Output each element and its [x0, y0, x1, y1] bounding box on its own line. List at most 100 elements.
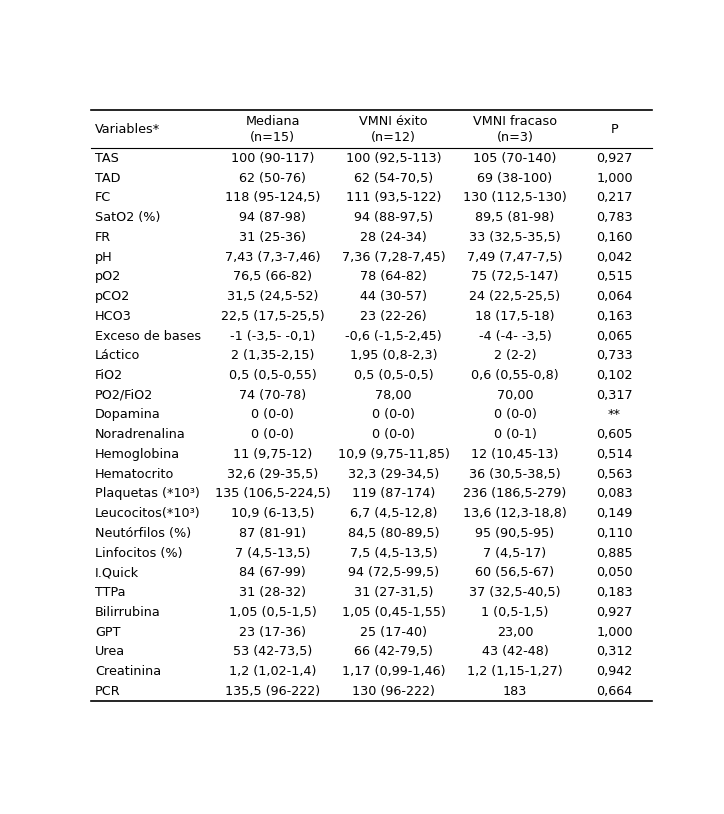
Text: Mediana
(n=15): Mediana (n=15) [245, 115, 300, 143]
Text: 0 (0-0): 0 (0-0) [494, 409, 536, 422]
Text: Creatinina: Creatinina [95, 665, 161, 678]
Text: 0,942: 0,942 [597, 665, 633, 678]
Text: 111 (93,5-122): 111 (93,5-122) [346, 191, 441, 204]
Text: SatO2 (%): SatO2 (%) [95, 211, 160, 224]
Text: 33 (32,5-35,5): 33 (32,5-35,5) [469, 231, 561, 244]
Text: 7,36 (7,28-7,45): 7,36 (7,28-7,45) [342, 251, 445, 264]
Text: P: P [610, 123, 618, 135]
Text: 7,43 (7,3-7,46): 7,43 (7,3-7,46) [225, 251, 321, 264]
Text: 1,2 (1,02-1,4): 1,2 (1,02-1,4) [230, 665, 316, 678]
Text: TAS: TAS [95, 152, 119, 164]
Text: 119 (87-174): 119 (87-174) [352, 488, 435, 501]
Text: 0,183: 0,183 [597, 586, 633, 599]
Text: 31,5 (24,5-52): 31,5 (24,5-52) [227, 290, 319, 303]
Text: 84 (67-99): 84 (67-99) [240, 567, 306, 580]
Text: 0 (0-0): 0 (0-0) [372, 409, 415, 422]
Text: 0 (0-0): 0 (0-0) [251, 409, 294, 422]
Text: 69 (38-100): 69 (38-100) [477, 172, 552, 185]
Text: 100 (92,5-113): 100 (92,5-113) [346, 152, 441, 164]
Text: 36 (30,5-38,5): 36 (30,5-38,5) [469, 468, 561, 481]
Text: FC: FC [95, 191, 111, 204]
Text: 0,312: 0,312 [597, 646, 633, 659]
Text: 78 (64-82): 78 (64-82) [360, 270, 427, 283]
Text: 1,2 (1,15-1,27): 1,2 (1,15-1,27) [467, 665, 563, 678]
Text: 0,563: 0,563 [597, 468, 633, 481]
Text: 0,217: 0,217 [597, 191, 633, 204]
Text: pCO2: pCO2 [95, 290, 130, 303]
Text: 87 (81-91): 87 (81-91) [240, 527, 306, 540]
Text: VMNI éxito
(n=12): VMNI éxito (n=12) [359, 115, 428, 143]
Text: 7,49 (7,47-7,5): 7,49 (7,47-7,5) [467, 251, 563, 264]
Text: 6,7 (4,5-12,8): 6,7 (4,5-12,8) [350, 507, 437, 520]
Text: 12 (10,45-13): 12 (10,45-13) [471, 448, 559, 461]
Text: 0,664: 0,664 [597, 685, 633, 698]
Text: -1 (-3,5- -0,1): -1 (-3,5- -0,1) [230, 330, 316, 343]
Text: 24 (22,5-25,5): 24 (22,5-25,5) [469, 290, 560, 303]
Text: 1,000: 1,000 [597, 626, 633, 639]
Text: 75 (72,5-147): 75 (72,5-147) [471, 270, 559, 283]
Text: 0,514: 0,514 [597, 448, 633, 461]
Text: 0,064: 0,064 [597, 290, 633, 303]
Text: 0,050: 0,050 [597, 567, 633, 580]
Text: 94 (88-97,5): 94 (88-97,5) [354, 211, 433, 224]
Text: 7,5 (4,5-13,5): 7,5 (4,5-13,5) [350, 547, 437, 560]
Text: 84,5 (80-89,5): 84,5 (80-89,5) [348, 527, 439, 540]
Text: Linfocitos (%): Linfocitos (%) [95, 547, 182, 560]
Text: Plaquetas (*10³): Plaquetas (*10³) [95, 488, 200, 501]
Text: PO2/FiO2: PO2/FiO2 [95, 389, 153, 402]
Text: 37 (32,5-40,5): 37 (32,5-40,5) [469, 586, 560, 599]
Text: 2 (2-2): 2 (2-2) [494, 349, 536, 362]
Text: 95 (90,5-95): 95 (90,5-95) [476, 527, 555, 540]
Text: TTPa: TTPa [95, 586, 125, 599]
Text: 7 (4,5-13,5): 7 (4,5-13,5) [235, 547, 311, 560]
Text: Hematocrito: Hematocrito [95, 468, 174, 481]
Text: 0,317: 0,317 [597, 389, 633, 402]
Text: 135,5 (96-222): 135,5 (96-222) [225, 685, 321, 698]
Text: -0,6 (-1,5-2,45): -0,6 (-1,5-2,45) [345, 330, 442, 343]
Text: 44 (30-57): 44 (30-57) [360, 290, 427, 303]
Text: 0,160: 0,160 [597, 231, 633, 244]
Text: Bilirrubina: Bilirrubina [95, 606, 161, 619]
Text: 0,083: 0,083 [597, 488, 633, 501]
Text: 7 (4,5-17): 7 (4,5-17) [484, 547, 547, 560]
Text: 0,042: 0,042 [597, 251, 633, 264]
Text: 28 (24-34): 28 (24-34) [360, 231, 427, 244]
Text: 0,149: 0,149 [597, 507, 633, 520]
Text: 0,5 (0,5-0,55): 0,5 (0,5-0,55) [229, 369, 316, 382]
Text: 10,9 (6-13,5): 10,9 (6-13,5) [231, 507, 314, 520]
Text: 100 (90-117): 100 (90-117) [231, 152, 314, 164]
Text: **: ** [608, 409, 621, 422]
Text: 183: 183 [502, 685, 527, 698]
Text: pH: pH [95, 251, 113, 264]
Text: 1 (0,5-1,5): 1 (0,5-1,5) [481, 606, 549, 619]
Text: 53 (42-73,5): 53 (42-73,5) [233, 646, 313, 659]
Text: PCR: PCR [95, 685, 121, 698]
Text: 13,6 (12,3-18,8): 13,6 (12,3-18,8) [463, 507, 567, 520]
Text: 23 (22-26): 23 (22-26) [360, 310, 427, 323]
Text: 89,5 (81-98): 89,5 (81-98) [476, 211, 555, 224]
Text: 0,783: 0,783 [597, 211, 633, 224]
Text: 66 (42-79,5): 66 (42-79,5) [354, 646, 433, 659]
Text: 32,3 (29-34,5): 32,3 (29-34,5) [348, 468, 439, 481]
Text: 0,733: 0,733 [597, 349, 633, 362]
Text: 94 (72,5-99,5): 94 (72,5-99,5) [348, 567, 439, 580]
Text: 76,5 (66-82): 76,5 (66-82) [233, 270, 312, 283]
Text: 0,605: 0,605 [597, 428, 633, 441]
Text: pO2: pO2 [95, 270, 121, 283]
Text: 0,927: 0,927 [597, 606, 633, 619]
Text: Noradrenalina: Noradrenalina [95, 428, 186, 441]
Text: 10,9 (9,75-11,85): 10,9 (9,75-11,85) [337, 448, 450, 461]
Text: 43 (42-48): 43 (42-48) [481, 646, 548, 659]
Text: -4 (-4- -3,5): -4 (-4- -3,5) [479, 330, 552, 343]
Text: 130 (112,5-130): 130 (112,5-130) [463, 191, 567, 204]
Text: 0,163: 0,163 [597, 310, 633, 323]
Text: HCO3: HCO3 [95, 310, 132, 323]
Text: 32,6 (29-35,5): 32,6 (29-35,5) [227, 468, 319, 481]
Text: 23,00: 23,00 [497, 626, 533, 639]
Text: 31 (27-31,5): 31 (27-31,5) [354, 586, 433, 599]
Text: 0,102: 0,102 [597, 369, 633, 382]
Text: 1,05 (0,5-1,5): 1,05 (0,5-1,5) [229, 606, 316, 619]
Text: Neutórfilos (%): Neutórfilos (%) [95, 527, 191, 540]
Text: 94 (87-98): 94 (87-98) [240, 211, 306, 224]
Text: 1,17 (0,99-1,46): 1,17 (0,99-1,46) [342, 665, 445, 678]
